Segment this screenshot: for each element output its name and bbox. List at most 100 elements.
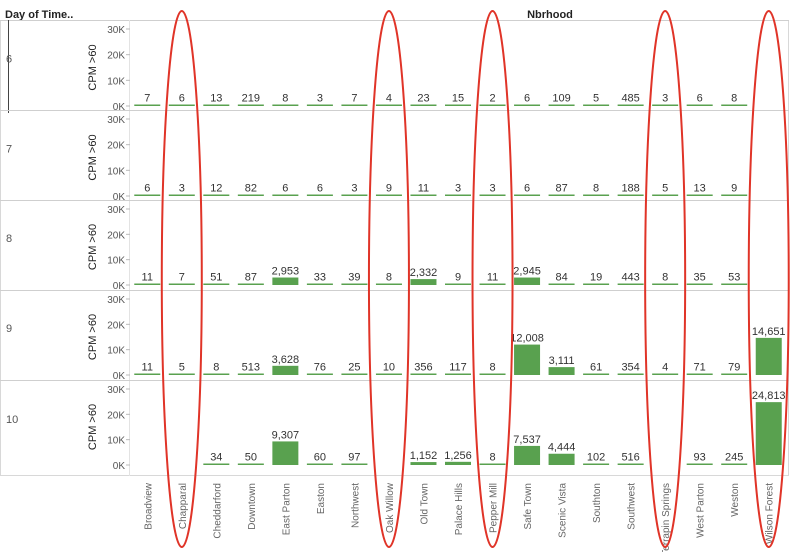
bar-8-northwest [341, 283, 368, 285]
data-label: 24,813 [752, 390, 786, 402]
bar-7-terrapin-springs [652, 194, 679, 196]
data-label: 35 [694, 272, 706, 284]
y-tick-label: 10K [107, 166, 125, 177]
data-label: 87 [555, 183, 567, 195]
bar-7-northwest [341, 194, 368, 196]
data-label: 11 [418, 183, 429, 195]
row-header-10: 10 [6, 414, 18, 426]
y-tick-label: 0K [113, 192, 126, 203]
row-field-header[interactable]: Day of Time.. [5, 9, 74, 21]
data-label: 7 [179, 272, 185, 284]
bar-7-palace-hills [445, 194, 471, 196]
data-label: 9 [731, 183, 737, 195]
bar-8-oak-willow [375, 283, 402, 285]
x-category-label: Chapparal [178, 483, 189, 529]
bar-7-oak-willow [375, 194, 402, 196]
data-label: 8 [662, 272, 668, 284]
y-tick-label: 0K [113, 281, 126, 292]
bar-10-safe-town [514, 445, 541, 465]
bar-9-northwest [341, 373, 368, 375]
data-label: 3 [662, 93, 668, 105]
data-label: 76 [314, 362, 326, 374]
data-label: 9,307 [272, 429, 300, 441]
bar-8-palace-hills [445, 283, 471, 285]
x-category-label: Southton [592, 483, 603, 523]
y-tick-label: 20K [107, 230, 125, 241]
bar-6-terrapin-springs [652, 104, 679, 106]
bar-9-safe-town [514, 344, 541, 375]
bar-9-terrapin-springs [652, 373, 679, 375]
bar-9-chapparal [168, 373, 195, 375]
bar-10-wilson-forest [755, 402, 782, 465]
data-label: 7 [351, 93, 357, 105]
bar-7-safe-town [514, 194, 541, 196]
data-label: 71 [694, 362, 706, 374]
x-category-label: West Parton [696, 483, 707, 538]
data-label: 219 [242, 93, 260, 105]
highlight-ellipse-terrapin-springs [644, 10, 687, 548]
bar-6-cheddarford [203, 104, 230, 106]
data-label: 33 [314, 272, 326, 284]
bar-8-pepper-mill [479, 283, 506, 285]
bar-9-oak-willow [375, 373, 402, 375]
bar-9-east-parton [272, 365, 299, 375]
data-label: 61 [590, 362, 602, 374]
data-label: 3,628 [272, 354, 300, 366]
bar-10-palace-hills [445, 461, 471, 465]
bar-9-old-town [410, 373, 437, 375]
data-label: 14,651 [752, 326, 786, 338]
highlight-ellipse-oak-willow [367, 10, 410, 548]
data-label: 8 [213, 362, 219, 374]
x-category-label: Safe Town [523, 483, 534, 530]
data-label: 5 [179, 362, 185, 374]
data-label: 6 [524, 93, 530, 105]
column-field-header[interactable]: Nbrhood [527, 9, 573, 21]
bar-6-southwest [617, 104, 644, 106]
data-label: 11 [142, 362, 153, 374]
bar-10-west-parton [686, 463, 713, 465]
data-label: 23 [417, 93, 429, 105]
bar-7-southwest [617, 194, 644, 196]
bar-8-easton [306, 283, 333, 285]
bar-7-downtown [237, 194, 264, 196]
bar-6-downtown [237, 104, 264, 106]
bar-6-oak-willow [375, 104, 402, 106]
row-header-7: 7 [6, 144, 12, 156]
bar-10-weston [721, 463, 748, 465]
highlight-ellipse-wilson-forest [747, 10, 790, 548]
data-label: 39 [348, 272, 360, 284]
highlight-ellipse-chapparal [160, 10, 203, 548]
y-tick-label: 0K [113, 371, 126, 382]
data-label: 2,332 [410, 267, 438, 279]
data-label: 13 [210, 93, 222, 105]
data-label: 8 [282, 93, 288, 105]
data-label: 7 [144, 93, 150, 105]
data-label: 9 [386, 183, 392, 195]
bar-9-pepper-mill [479, 373, 506, 375]
bar-6-safe-town [514, 104, 541, 106]
bar-7-old-town [410, 194, 437, 196]
data-label: 12,008 [510, 333, 544, 345]
data-label: 6 [179, 93, 185, 105]
data-label: 6 [524, 183, 530, 195]
bar-9-broadview [134, 373, 161, 375]
bar-9-west-parton [686, 373, 713, 375]
bar-10-east-parton [272, 441, 299, 465]
data-label: 6 [144, 183, 150, 195]
data-label: 4 [386, 93, 392, 105]
data-label: 8 [489, 362, 495, 374]
data-label: 51 [210, 272, 222, 284]
bar-8-terrapin-springs [652, 283, 679, 285]
y-tick-label: 0K [113, 102, 126, 113]
bar-10-southwest [617, 463, 644, 465]
data-label: 3 [179, 183, 185, 195]
data-label: 354 [621, 362, 639, 374]
bar-7-east-parton [272, 194, 299, 196]
x-category-label: Downtown [247, 483, 258, 530]
y-tick-label: 30K [107, 205, 125, 216]
bar-6-weston [721, 104, 748, 106]
bar-9-palace-hills [445, 373, 471, 375]
outer-border [0, 20, 789, 476]
bar-7-southton [583, 194, 610, 196]
